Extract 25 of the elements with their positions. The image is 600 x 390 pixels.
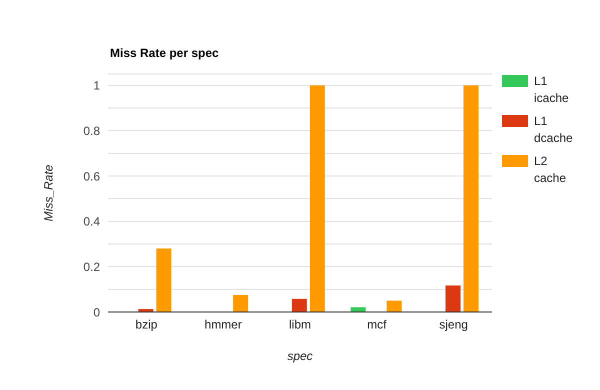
y-axis-title: Miss_Rate [41,164,56,222]
bar [310,85,325,312]
x-tick-label: bzip [135,318,158,332]
bar [233,295,248,312]
bar [463,85,478,312]
legend-label: L2 cache [534,153,568,187]
y-tick-label: 0.2 [83,260,100,274]
bar [292,298,307,312]
x-axis-title: spec [287,349,313,363]
x-tick-label: libm [288,318,312,332]
y-tick-label: 0.4 [83,214,100,229]
bar [445,285,460,312]
y-tick-label: 0 [93,305,100,320]
x-tick-label: mcf [367,318,388,332]
y-tick-label: 0.8 [83,124,100,138]
y-tick-label: 1 [93,78,100,93]
legend-label: L1 icache [534,73,570,107]
y-tick-label: 0.6 [83,169,100,184]
x-tick-label: sjeng [439,318,468,332]
x-tick-label: hmmer [204,318,242,332]
bar [350,307,366,312]
bar [156,248,172,312]
legend-label: L1 dcache [534,113,574,147]
bar [386,300,402,312]
chart-title: Miss Rate per spec [110,46,219,60]
